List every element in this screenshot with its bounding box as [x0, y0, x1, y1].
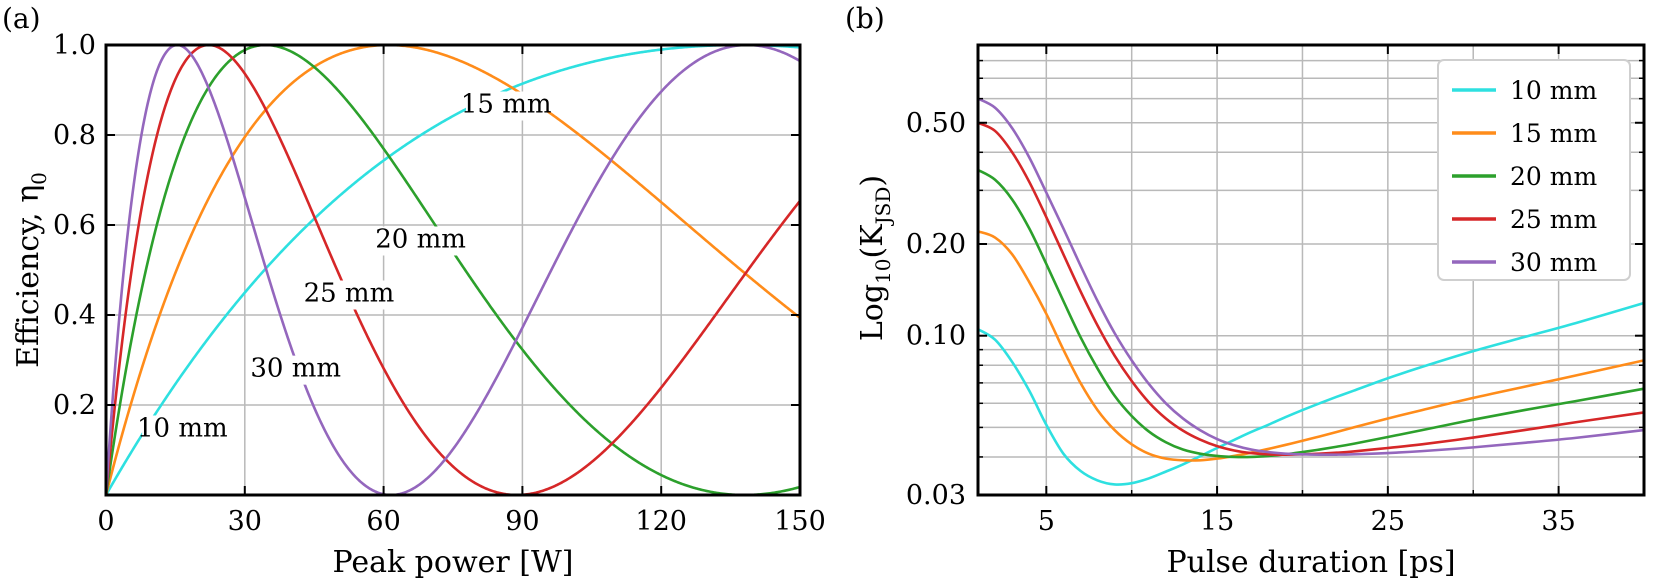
ticks-a: 0 30 60 90 120 150 0.2 0.4 0.6 0.8 1.0 [53, 30, 826, 537]
legend-label-25-mm: 25 mm [1510, 205, 1597, 234]
series-line-b-25-mm [977, 121, 1645, 456]
series-line-b-15-mm [977, 230, 1645, 462]
series-line-b-30-mm [977, 97, 1645, 456]
series-lines-b [977, 97, 1645, 486]
ticks-b: 5 15 25 35 0.03 0.10 0.20 0.50 [906, 45, 1644, 537]
curve-annotation-10-mm: 10 mm [137, 414, 228, 444]
series-lines-a [104, 43, 802, 497]
curve-annotation-30-mm: 30 mm [250, 354, 341, 384]
x-tick-label-a: 150 [774, 506, 826, 537]
curve-annotations-a: 10 mm 15 mm 20 mm 25 mm 30 mm [137, 90, 552, 445]
y-tick-label-a: 0.8 [53, 120, 96, 151]
curve-annotation-bg [465, 91, 547, 121]
y-axis-title-a: Efficiency, η0 [11, 172, 51, 368]
y-axis-title-b-mid: (K [855, 224, 890, 259]
curve-annotation-bg [142, 415, 223, 445]
y-axis-title-a-main: Efficiency, η [11, 185, 46, 368]
series-line-a-10-mm [104, 43, 801, 496]
legend-label-15-mm: 15 mm [1510, 119, 1597, 148]
y-axis-title-a-sub: 0 [27, 172, 51, 185]
y-tick-label-b: 0.10 [906, 321, 966, 352]
legend-label-10-mm: 10 mm [1510, 76, 1597, 105]
curve-annotation-25-mm: 25 mm [304, 279, 395, 309]
plot-frame-b [976, 43, 1646, 497]
kjsd-chart: (b) 5 15 25 35 0.03 0.10 0.20 0.50 Pulse durati… [845, 2, 1646, 580]
y-axis-title-b: Log10(KJSD) [855, 175, 895, 341]
series-line-a-15-mm [104, 43, 801, 496]
y-axis-title-b-sub2: JSD [871, 187, 895, 227]
y-tick-label-a: 0.6 [53, 210, 96, 241]
curve-annotation-bg [380, 226, 461, 256]
y-axis-title-b-end: ) [855, 175, 890, 187]
x-tick-label-a: 60 [366, 506, 400, 537]
y-tick-label-a: 0.2 [53, 390, 96, 421]
legend-b: 10 mm 15 mm 20 mm 25 mm 30 mm [1437, 59, 1631, 281]
curve-annotation-15-mm: 15 mm [461, 90, 552, 120]
series-line-b-10-mm [977, 301, 1645, 486]
y-tick-label-a: 1.0 [53, 30, 96, 61]
x-axis-title-a: Peak power [W] [332, 545, 573, 580]
curve-annotation-20-mm: 20 mm [375, 225, 466, 255]
y-axis-title-b-sub1: 10 [871, 258, 895, 283]
panel-label-b: (b) [845, 2, 885, 35]
x-tick-label-a: 0 [97, 506, 114, 537]
series-line-a-30-mm [104, 43, 801, 497]
y-tick-label-b: 0.20 [906, 229, 966, 260]
y-axis-title-b-log: Log [855, 284, 890, 341]
curve-annotation-bg [308, 280, 390, 310]
x-tick-label-b: 5 [1038, 506, 1055, 537]
x-tick-label-a: 90 [505, 506, 539, 537]
y-tick-label-a: 0.4 [53, 300, 96, 331]
y-tick-label-b: 0.03 [906, 480, 966, 511]
x-tick-label-b: 15 [1200, 506, 1234, 537]
plot-frame-a [104, 43, 802, 497]
legend-box [1437, 59, 1631, 281]
legend-label-20-mm: 20 mm [1510, 162, 1597, 191]
panel-label-a: (a) [2, 2, 41, 35]
x-axis-title-b: Pulse duration [ps] [1166, 545, 1455, 580]
x-tick-label-b: 35 [1541, 506, 1575, 537]
y-tick-label-b: 0.50 [906, 108, 966, 139]
curve-annotation-bg [255, 355, 336, 385]
legend-label-30-mm: 30 mm [1510, 248, 1597, 277]
x-tick-label-a: 30 [228, 506, 262, 537]
efficiency-chart: (a) 0 30 60 90 120 150 0.2 0.4 0.6 0.8 1.0 10 mm 15… [2, 2, 826, 580]
series-line-a-25-mm [104, 43, 802, 497]
x-tick-label-a: 120 [635, 506, 687, 537]
x-tick-label-b: 25 [1371, 506, 1405, 537]
series-line-b-20-mm [977, 168, 1645, 459]
